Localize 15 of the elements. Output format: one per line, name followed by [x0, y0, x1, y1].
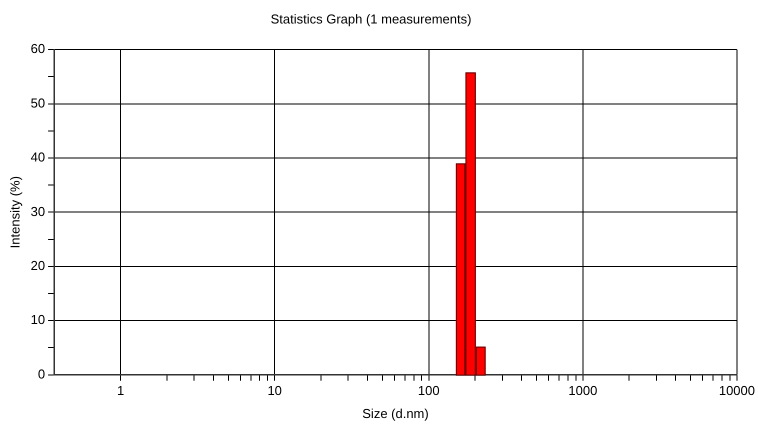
y-tick-label: 0	[38, 366, 46, 382]
x-tick-label: 100	[418, 383, 440, 398]
y-tick-label: 10	[30, 312, 46, 328]
y-axis-title: Intensity (%)	[7, 176, 22, 248]
x-axis-title: Size (d.nm)	[362, 406, 429, 421]
x-tick-label: 10000	[718, 383, 756, 398]
y-tick-label: 50	[30, 95, 46, 110]
x-tick-label: 1000	[568, 383, 598, 398]
y-tick-label: 20	[30, 258, 46, 273]
y-tick-label: 40	[30, 150, 46, 165]
chart-title: Statistics Graph (1 measurements)	[270, 11, 472, 26]
x-tick-label: 10	[267, 383, 282, 398]
y-tick-label: 60	[30, 41, 46, 56]
x-tick-label: 1	[116, 383, 124, 398]
y-tick-label: 30	[30, 204, 46, 219]
